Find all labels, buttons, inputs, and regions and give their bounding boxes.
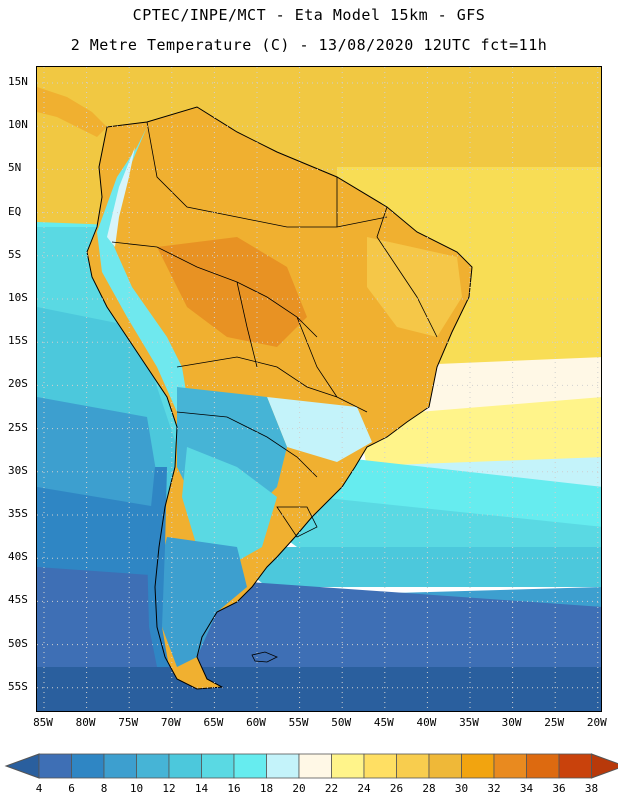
coastline	[86, 106, 473, 690]
colorbar-tick-label: 16	[227, 782, 241, 795]
lon-label: 55W	[288, 716, 309, 729]
colorbar-tick-label: 30	[454, 782, 469, 795]
country-borders	[111, 121, 438, 538]
colorbar-tick-label: 20	[292, 782, 306, 795]
lon-label: 80W	[75, 716, 96, 729]
lat-label: 10N	[8, 118, 28, 132]
colorbar-tick-label: 26	[389, 782, 404, 795]
ocean-deep-south	[37, 667, 601, 711]
colorbar-tick-label: 34	[519, 782, 534, 795]
colorbar-segment	[38, 753, 72, 779]
lon-label: 35W	[459, 716, 479, 729]
colorbar-tick-label: 12	[162, 782, 176, 795]
lat-label: 15N	[8, 75, 28, 88]
lon-label: 20W	[586, 716, 607, 729]
colorbar-tick-label: 14	[194, 782, 209, 795]
map-title-line2: 2 Metre Temperature (C) - 13/08/2020 12U…	[70, 36, 548, 54]
lat-label: 40S	[8, 550, 28, 564]
colorbar-segment	[396, 753, 430, 779]
colorbar-segment	[298, 753, 332, 779]
lat-label: 30S	[8, 463, 28, 477]
colorbar-segment	[201, 753, 235, 779]
colorbar-tick-label: 28	[422, 782, 436, 795]
land-andes-snow	[107, 147, 135, 247]
colorbar-segment	[168, 753, 202, 779]
colorbar-segment	[331, 753, 365, 779]
colorbar-segment	[558, 753, 592, 779]
colorbar-high-arrow	[591, 753, 618, 779]
land-argentina-center	[182, 447, 277, 567]
colorbar-tick-label: 24	[357, 782, 371, 795]
lat-label: 10S	[8, 291, 28, 304]
colorbar-low-arrow	[4, 753, 40, 779]
colorbar-segment	[266, 753, 300, 779]
land-south-brazil	[267, 397, 372, 462]
colorbar-segment	[428, 753, 462, 779]
lon-label: 60W	[246, 716, 266, 729]
lon-label: 45W	[373, 716, 394, 729]
lat-label: 15S	[8, 334, 28, 348]
colorbar-segment	[233, 753, 267, 779]
falkland-islands	[251, 651, 278, 663]
lon-label: 50W	[331, 716, 352, 729]
colorbar-tick-label: 18	[259, 782, 274, 795]
temperature-map[interactable]	[36, 66, 602, 712]
lat-label: 5S	[8, 247, 22, 261]
land-patagonia	[157, 537, 247, 667]
lon-label: 65W	[203, 716, 224, 729]
temperature-colorbar	[4, 753, 618, 779]
colorbar-tick-label: 6	[68, 782, 75, 795]
lon-label: 40W	[416, 716, 437, 729]
lat-label: 20S	[8, 377, 28, 391]
map-title-line1: CPTEC/INPE/MCT - Eta Model 15km - GFS	[132, 6, 486, 24]
lat-label: 45S	[8, 593, 28, 607]
land-hot-core	[157, 237, 307, 347]
colorbar-segment	[461, 753, 495, 779]
lat-label: 5N	[8, 161, 22, 175]
colorbar-tick-label: 36	[552, 782, 566, 795]
lon-label: 85W	[33, 716, 53, 729]
colorbar-segment	[493, 753, 527, 779]
colorbar-tick-label: 10	[129, 782, 144, 795]
lat-label: 55S	[8, 679, 28, 693]
lat-label: EQ	[8, 204, 22, 218]
colorbar-segment	[363, 753, 397, 779]
colorbar-segment	[103, 753, 137, 779]
lon-label: 25W	[544, 716, 565, 729]
colorbar-segment	[71, 753, 105, 779]
colorbar-tick-label: 32	[487, 782, 501, 795]
colorbar-tick-label: 4	[35, 782, 43, 795]
lon-label: 30W	[501, 716, 522, 729]
lon-label: 70W	[160, 716, 181, 729]
colorbar-tick-label: 22	[324, 782, 339, 795]
lat-label: 50S	[8, 636, 28, 650]
colorbar-tick-label: 8	[100, 782, 108, 795]
colorbar-segment	[526, 753, 560, 779]
colorbar-tick-label: 38	[584, 782, 599, 795]
land-central-america	[37, 87, 107, 137]
lat-label: 35S	[8, 507, 28, 520]
lat-label: 25S	[8, 420, 28, 434]
colorbar-segment	[136, 753, 170, 779]
lon-label: 75W	[118, 716, 139, 729]
land-northeast	[367, 237, 462, 337]
ocean-band-22	[357, 397, 601, 477]
